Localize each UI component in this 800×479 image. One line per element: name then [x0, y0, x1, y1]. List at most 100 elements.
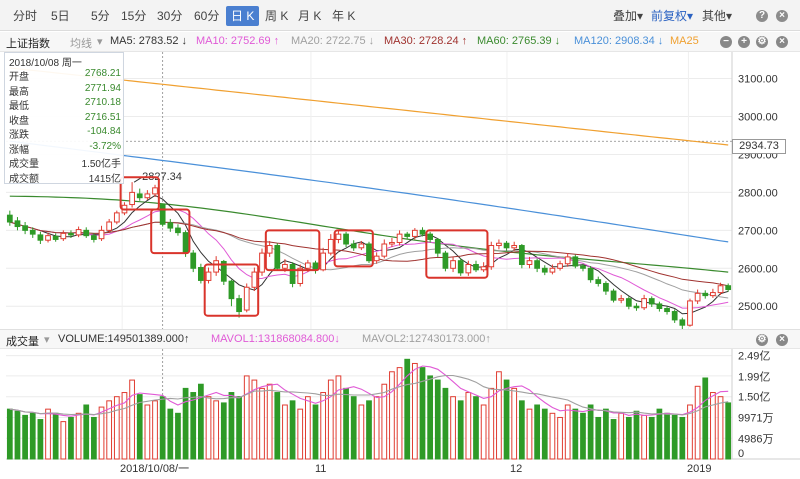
ma-legend-item[interactable]: MA120: 2908.34 ↓ — [574, 35, 664, 47]
info-row: 最低 2710.18 — [9, 97, 121, 112]
more-button[interactable]: 其他▾ — [702, 9, 733, 23]
volume-legend-item: MAVOL1:131868084.800↓ — [211, 333, 340, 345]
period-tab[interactable]: 分时 — [13, 9, 38, 23]
candle-body — [671, 311, 678, 321]
volume-bar — [526, 408, 533, 460]
volume-bar — [595, 416, 602, 460]
close-icon[interactable]: × — [776, 334, 788, 346]
volume-bar — [113, 396, 120, 460]
volume-bar — [710, 392, 716, 460]
volume-bar — [625, 416, 632, 460]
volume-bar — [37, 419, 44, 460]
candle-body — [113, 212, 120, 223]
volume-bar — [702, 377, 709, 460]
candle-body — [664, 308, 670, 313]
candle-body — [396, 233, 403, 243]
ma-legend-item[interactable]: MA25 — [670, 35, 699, 47]
info-value: 2771.94 — [84, 82, 121, 94]
volume-bar — [289, 400, 296, 460]
x-tick-label: 11 — [315, 463, 326, 475]
candle-body — [625, 298, 632, 307]
info-row: 最高 2771.94 — [9, 82, 121, 98]
ma-line-ma120 — [9, 140, 729, 243]
ma-legend-item[interactable]: MA30: 2728.24 ↑ — [384, 35, 468, 47]
candle-body — [373, 255, 380, 262]
candle-body — [52, 235, 59, 240]
info-value: 1.50亿手 — [81, 159, 121, 170]
candle-body — [702, 292, 709, 297]
period-tab[interactable]: 日 K — [226, 6, 260, 26]
candle-body — [511, 245, 518, 249]
volume-bar — [343, 387, 349, 460]
ma-toggle-arrow[interactable]: ▾ — [97, 36, 103, 48]
volume-bar — [304, 396, 311, 460]
gear-icon[interactable]: ⚙ — [756, 36, 768, 48]
ma-legend-bar: 上证指数 均线 ▾ MA5: 2783.52 ↓ MA10: 2752.69 ↑ M… — [0, 32, 800, 52]
volume-line-mavol1 — [9, 365, 729, 417]
candle-body — [274, 245, 281, 269]
ma-legend-item[interactable]: MA10: 2752.69 ↑ — [196, 35, 280, 47]
gear-icon[interactable]: ⚙ — [756, 334, 768, 346]
candle-body — [488, 245, 495, 268]
volume-arrow[interactable]: ▾ — [44, 334, 50, 346]
candle-body — [641, 298, 647, 309]
highlight-box — [264, 229, 321, 272]
volume-axis: 2.49亿 1.99亿 1.50亿 9971万 4986万 0 — [738, 350, 773, 460]
plus-icon[interactable]: + — [738, 36, 750, 48]
overlay-button[interactable]: 叠加▾ — [613, 9, 644, 23]
candle-body — [633, 305, 640, 309]
x-tick-label: 12 — [510, 463, 522, 475]
candle-body — [289, 263, 296, 284]
candle-body — [572, 256, 579, 267]
ma-legend-item[interactable]: MA5: 2783.52 ↓ — [110, 35, 188, 47]
volume-bar — [136, 394, 143, 460]
close-icon[interactable]: × — [776, 10, 788, 22]
volume-bar — [213, 400, 220, 460]
volume-bar — [549, 412, 556, 460]
candle-body — [343, 233, 349, 245]
period-tab[interactable]: 5日 — [51, 9, 70, 23]
volume-tick-label: 4986万 — [738, 433, 773, 445]
volume-bar — [450, 396, 456, 460]
candle-body — [144, 193, 151, 199]
period-tab[interactable]: 周 K — [265, 9, 289, 23]
minus-icon[interactable]: − — [720, 36, 732, 48]
ma-toggle[interactable]: 均线 — [70, 38, 92, 50]
volume-bar — [457, 400, 464, 460]
volume-bar — [75, 412, 82, 460]
info-key: 成交额 — [9, 173, 39, 185]
help-icon[interactable]: ? — [756, 10, 768, 22]
candle-body — [366, 243, 372, 262]
volume-bar — [541, 408, 548, 460]
ma-legend-item[interactable]: MA20: 2722.75 ↓ — [291, 35, 375, 47]
volume-legend-item: VOLUME:149501389.000↑ — [58, 333, 190, 345]
highlight-box — [150, 208, 191, 255]
candle-body — [282, 263, 288, 269]
period-tab[interactable]: 5分 — [91, 9, 110, 23]
ma-legend-item[interactable]: MA60: 2765.39 ↓ — [477, 35, 561, 47]
volume-bar — [381, 383, 388, 460]
candle-body — [694, 292, 701, 302]
volume-bar — [503, 379, 510, 460]
volume-bar — [641, 414, 647, 460]
volume-bar — [419, 367, 426, 460]
period-tab[interactable]: 15分 — [121, 9, 147, 23]
volume-bar — [6, 408, 13, 460]
volume-bar — [312, 404, 319, 460]
volume-bar — [259, 387, 265, 460]
candle-body — [75, 229, 82, 236]
volume-bar — [190, 392, 197, 460]
adjust-button[interactable]: 前复权▾ — [651, 9, 694, 23]
volume-bar — [175, 412, 181, 460]
close-icon[interactable]: × — [776, 36, 788, 48]
volume-chart[interactable]: 2.49亿 1.99亿 1.50亿 9971万 4986万 0 2018/10/08/一 1… — [0, 349, 800, 479]
candle-body — [205, 271, 212, 281]
period-tab[interactable]: 60分 — [194, 9, 220, 23]
volume-bar — [442, 387, 449, 460]
volume-bar — [159, 396, 166, 460]
period-tab[interactable]: 月 K — [298, 9, 322, 23]
period-tab[interactable]: 30分 — [157, 9, 183, 23]
candle-body — [587, 267, 594, 281]
period-tab[interactable]: 年 K — [332, 9, 356, 23]
